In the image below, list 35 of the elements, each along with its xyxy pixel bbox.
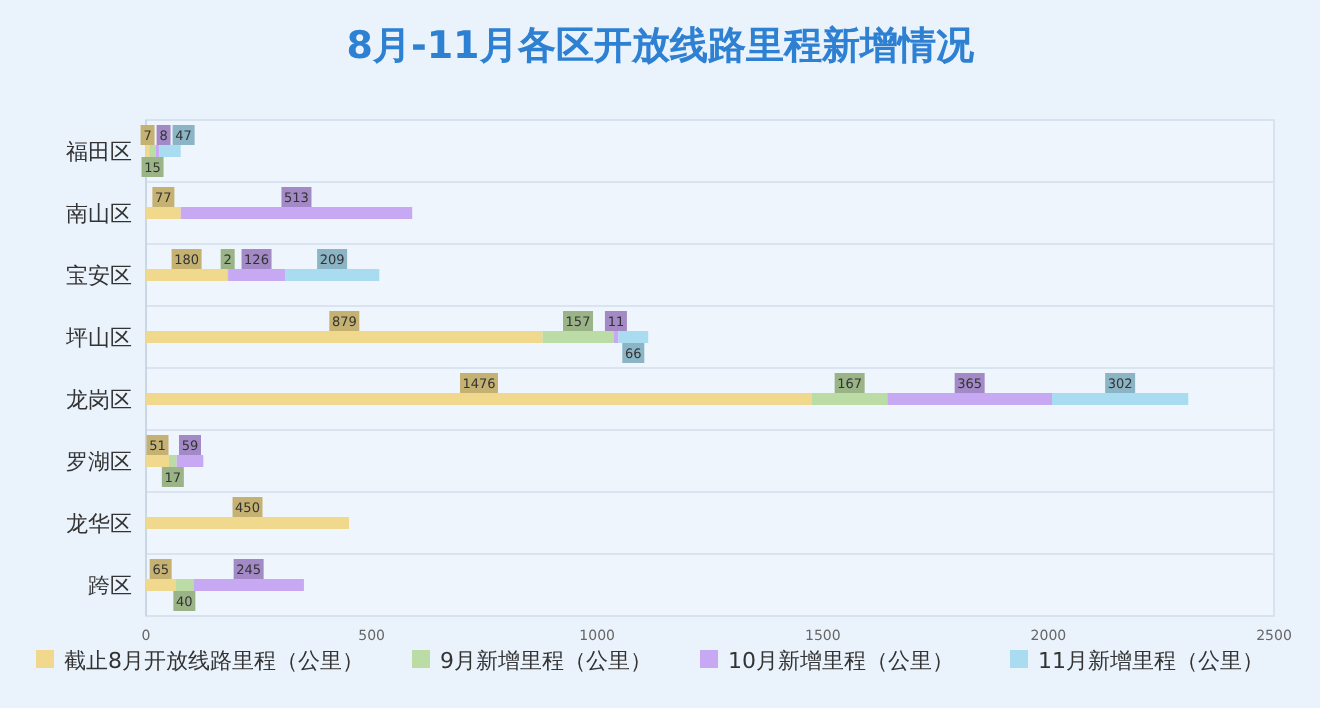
y-tick-label: 坪山区 bbox=[64, 325, 132, 351]
bar bbox=[175, 579, 194, 591]
y-tick-label: 福田区 bbox=[66, 139, 132, 165]
y-tick-label: 跨区 bbox=[88, 573, 132, 599]
bar bbox=[149, 145, 156, 157]
bar bbox=[542, 331, 614, 343]
bar bbox=[180, 207, 413, 219]
bar bbox=[146, 517, 350, 529]
y-tick-label: 宝安区 bbox=[66, 263, 132, 289]
bar bbox=[811, 393, 888, 405]
bar bbox=[159, 145, 181, 157]
bar bbox=[146, 455, 170, 467]
bar bbox=[618, 331, 649, 343]
legend-label: 9月新增里程（公里） bbox=[440, 648, 652, 674]
bar bbox=[146, 269, 228, 281]
bar bbox=[193, 579, 304, 591]
bar bbox=[1052, 393, 1189, 405]
bar bbox=[613, 331, 619, 343]
bar bbox=[146, 393, 812, 405]
bar bbox=[146, 207, 181, 219]
legend-label: 截止8月开放线路里程（公里） bbox=[64, 648, 364, 674]
bar bbox=[284, 269, 380, 281]
y-tick-label: 龙岗区 bbox=[66, 387, 132, 413]
chart-title: 8月-11月各区开放线路里程新增情况 bbox=[346, 24, 976, 68]
legend-label: 10月新增里程（公里） bbox=[728, 648, 954, 674]
bar bbox=[228, 269, 285, 281]
bar bbox=[176, 455, 204, 467]
bar bbox=[146, 579, 176, 591]
bar bbox=[146, 331, 543, 343]
bar bbox=[169, 455, 177, 467]
y-tick-label: 龙华区 bbox=[66, 511, 132, 537]
y-tick-label: 罗湖区 bbox=[66, 449, 132, 475]
bar bbox=[887, 393, 1053, 405]
legend-label: 11月新增里程（公里） bbox=[1038, 648, 1264, 674]
y-tick-label: 南山区 bbox=[66, 201, 132, 227]
